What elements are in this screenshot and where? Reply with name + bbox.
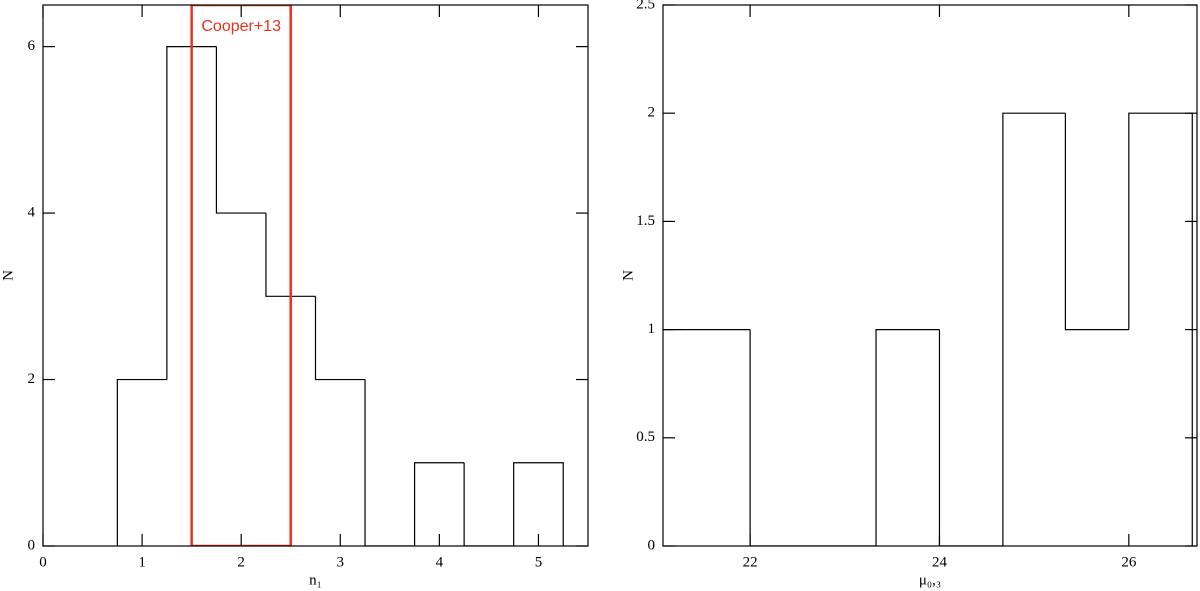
y-axis-label: N [620, 270, 636, 281]
histogram-bin [116, 378, 167, 546]
y-tick-label: 1.5 [636, 213, 655, 229]
y-tick-label: 0.5 [636, 429, 655, 445]
histogram-bin [215, 46, 266, 214]
histogram-bin [265, 213, 316, 297]
histogram-bin [1128, 112, 1193, 546]
histogram-bin [413, 462, 465, 546]
y-tick-label: 4 [28, 205, 36, 221]
y-axis-label: N [0, 270, 16, 281]
axes-frame [42, 4, 589, 547]
y-tick-label: 0 [28, 537, 36, 553]
histogram-bin [513, 462, 564, 546]
histogram-bin [166, 46, 217, 380]
y-tick-label: 0 [648, 537, 656, 553]
x-tick-label: 0 [39, 554, 47, 570]
histogram-bin [1064, 113, 1129, 331]
histogram-bin [938, 329, 1003, 546]
highlight-box [190, 5, 292, 546]
y-tick-label: 2 [648, 105, 656, 121]
x-tick-label: 3 [337, 554, 345, 570]
histogram-bin [663, 329, 687, 331]
x-tick-label: 2 [237, 554, 245, 570]
x-tick-label: 1 [138, 554, 146, 570]
axes-frame [662, 4, 1198, 547]
x-tick-label: 24 [932, 554, 948, 570]
x-axis-label: μ₀,₃ [919, 572, 941, 588]
y-tick-label: 6 [28, 38, 36, 54]
y-tick-label: 1 [648, 321, 656, 337]
histogram-bin [1002, 112, 1066, 546]
x-tick-label: 26 [1121, 554, 1137, 570]
plot-area [663, 112, 1193, 546]
histogram-bin [364, 379, 415, 546]
annotation: Cooper+13 [201, 18, 281, 35]
histogram-bin [314, 296, 366, 381]
x-tick-label: 4 [436, 554, 444, 570]
histogram-bin [749, 329, 814, 546]
x-tick-label: 22 [743, 554, 758, 570]
y-tick-label: 2.5 [636, 0, 655, 12]
plot-area [116, 5, 564, 546]
histogram-bin [463, 462, 514, 546]
histogram-bin [875, 329, 940, 546]
x-axis-label: n₁ [309, 572, 322, 588]
x-tick-label: 5 [535, 554, 543, 570]
y-tick-label: 2 [28, 371, 36, 387]
